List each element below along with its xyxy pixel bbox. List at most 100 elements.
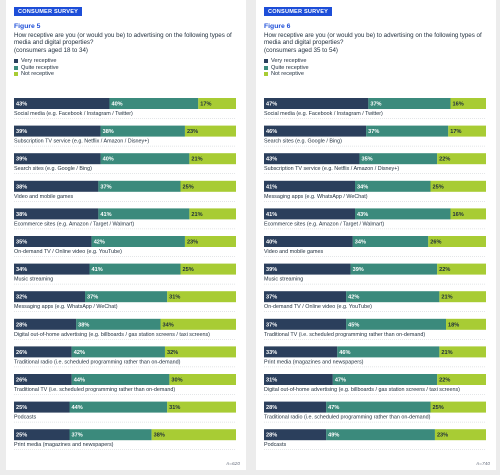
bar-segment-very-receptive (14, 401, 70, 413)
data-label: 25% (16, 405, 27, 411)
bar-segment-not-receptive (189, 153, 236, 165)
stacked-bar-chart: 43% 40% 17% Social media (e.g. Facebook / I… (14, 98, 238, 458)
category-label: Music streaming (264, 277, 303, 283)
bar-segment-very-receptive (264, 291, 347, 303)
data-label: 21% (191, 157, 202, 163)
bar-segment-not-receptive (180, 263, 236, 275)
data-label: 35% (16, 240, 27, 246)
bar-segment-quite-receptive (100, 153, 190, 165)
data-label: 39% (16, 157, 27, 163)
data-label: 32% (167, 350, 178, 356)
data-label: 40% (111, 102, 122, 108)
bar-segment-quite-receptive (346, 291, 440, 303)
bar-segment-very-receptive (264, 401, 327, 413)
data-label: 38% (154, 433, 165, 439)
bar-segment-very-receptive (14, 346, 72, 358)
data-label: 37% (266, 322, 277, 328)
bar-segment-very-receptive (14, 429, 70, 441)
bar-segment-not-receptive (180, 180, 236, 192)
chart-subtitle: (consumers aged 35 to 54) (264, 46, 338, 54)
sample-size-note: n=740 (476, 462, 490, 467)
bar-segment-not-receptive (160, 318, 236, 330)
data-label: 42% (94, 240, 105, 246)
chart-subtitle: (consumers aged 18 to 34) (14, 46, 88, 54)
category-label: Search sites (e.g. Google / Bing) (264, 139, 342, 145)
category-label: Video and mobile games (14, 194, 74, 200)
data-label: 38% (78, 322, 89, 328)
data-label: 39% (16, 129, 27, 135)
data-label: 21% (441, 350, 452, 356)
bar-segment-not-receptive (450, 208, 486, 220)
bar-segment-quite-receptive (85, 291, 168, 303)
figure-label: Figure 5 (14, 23, 41, 30)
data-label: 38% (16, 212, 27, 218)
data-label: 34% (355, 240, 366, 246)
bar-segment-not-receptive (169, 374, 236, 385)
bar-segment-very-receptive (14, 208, 99, 220)
data-label: 23% (437, 433, 448, 439)
bar-segment-very-receptive (264, 263, 351, 275)
bar-segment-not-receptive (430, 401, 486, 413)
figure-6-panel: CONSUMER SURVEY Figure 6 How receptive a… (256, 0, 496, 470)
category-label: Messaging apps (e.g. WhatsApp / WeChat) (14, 304, 118, 310)
data-label: 16% (452, 212, 463, 218)
chart-svg: 43% 40% 17% Social media (e.g. Facebook / I… (14, 98, 236, 450)
legend-swatch (14, 65, 18, 70)
bar-segment-quite-receptive (71, 346, 165, 358)
figure-5-panel: CONSUMER SURVEY Figure 5 How receptive a… (6, 0, 246, 470)
data-label: 41% (100, 212, 111, 218)
category-label: Traditional TV (i.e. scheduled programmi… (14, 387, 175, 393)
bar-segment-very-receptive (14, 153, 101, 165)
bar-segment-not-receptive (450, 98, 486, 109)
data-label: 44% (72, 405, 83, 411)
bar-segment-very-receptive (14, 263, 90, 275)
category-label: Social media (e.g. Facebook / Instagram … (264, 111, 383, 117)
category-label: On-demand TV / Online video (e.g. YouTub… (14, 249, 122, 255)
category-label: Subscription TV service (e.g. Netflix / … (14, 139, 149, 145)
data-label: 23% (187, 129, 198, 135)
legend-swatch (264, 65, 268, 70)
bar-segment-very-receptive (14, 125, 101, 137)
bar-segment-not-receptive (446, 318, 486, 330)
bar-segment-not-receptive (437, 153, 486, 165)
category-label: Ecommerce sites (e.g. Amazon / Target / … (14, 221, 134, 227)
data-label: 25% (433, 184, 444, 190)
data-label: 35% (361, 157, 372, 163)
bar-segment-quite-receptive (91, 236, 185, 247)
bar-segment-quite-receptive (352, 236, 429, 247)
data-label: 28% (16, 322, 27, 328)
data-label: 45% (348, 322, 359, 328)
bar-segment-very-receptive (14, 98, 110, 109)
data-label: 43% (266, 157, 277, 163)
bar-segment-not-receptive (151, 429, 236, 441)
data-label: 44% (74, 378, 85, 384)
consumer-survey-badge: CONSUMER SURVEY (14, 7, 83, 16)
data-label: 18% (448, 322, 459, 328)
bar-segment-not-receptive (437, 374, 486, 385)
data-label: 31% (266, 378, 277, 384)
data-label: 31% (169, 295, 180, 301)
bar-segment-quite-receptive (89, 263, 181, 275)
data-label: 41% (266, 184, 277, 190)
data-label: 38% (16, 184, 27, 190)
bar-segment-very-receptive (264, 374, 333, 385)
bar-segment-quite-receptive (326, 401, 431, 413)
data-label: 38% (103, 129, 114, 135)
bar-segment-very-receptive (264, 208, 356, 220)
data-label: 42% (348, 295, 359, 301)
bar-segment-not-receptive (189, 208, 236, 220)
bar-segment-quite-receptive (98, 180, 181, 192)
category-label: Podcasts (14, 415, 36, 421)
bar-segment-very-receptive (14, 236, 92, 247)
bar-segment-quite-receptive (346, 318, 447, 330)
data-label: 22% (439, 157, 450, 163)
sample-size-note: n=620 (226, 462, 240, 467)
category-label: Subscription TV service (e.g. Netflix / … (264, 166, 399, 172)
data-label: 25% (433, 405, 444, 411)
legend-label: Not receptive (21, 71, 54, 78)
bar-segment-not-receptive (437, 263, 486, 275)
bar-segment-quite-receptive (355, 208, 451, 220)
data-label: 37% (266, 295, 277, 301)
data-label: 39% (266, 267, 277, 273)
data-label: 21% (191, 212, 202, 218)
